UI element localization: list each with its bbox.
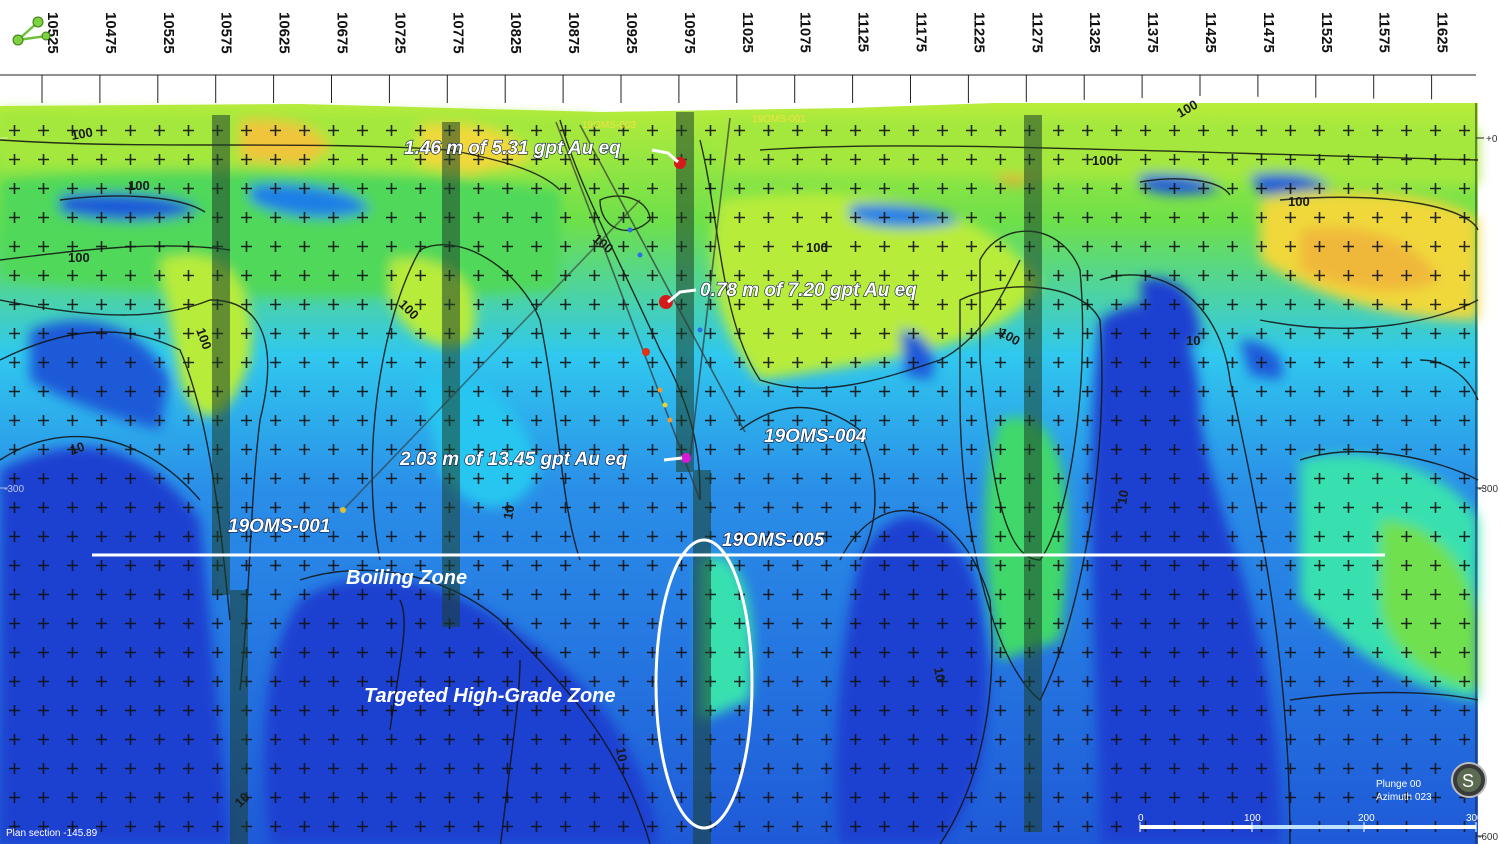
top-axis-tick-label: 10575 [218,12,235,54]
drillhole-label-19oms-001: 19OMS-001 [228,516,330,537]
app-logo-icon[interactable] [12,16,51,46]
scale-label-200: 200 [1358,813,1375,824]
top-axis-tick-label: 11025 [739,12,756,53]
drillhole-label-19oms-005: 19OMS-005 [722,530,825,551]
top-axis-tick-label: 11425 [1202,12,1219,53]
top-axis-tick-label: 10525 [160,12,177,54]
plunge-label: Plunge 00 [1376,779,1421,790]
azimuth-label: Azimuth 023 [1376,792,1432,803]
top-axis-tick-label: 11125 [855,12,872,52]
top-axis-tick-label: 10525 [44,12,61,54]
targeted-zone-ellipse [654,538,754,830]
contour-label: 10 [1186,333,1200,348]
top-axis-tick-label: 10775 [449,12,466,54]
contour-label: 10 [68,439,87,458]
right-axis-label-0: +0 [1486,134,1498,145]
contour-label: 10 [931,666,948,683]
top-axis-tick-label: 10475 [102,12,119,54]
scale-label-300: 300 [1466,813,1483,824]
collar-label: 19OMS-001 [752,114,806,125]
top-axis-tick-label: 11575 [1376,12,1393,53]
top-axis-tick-label: 11325 [1086,12,1103,53]
top-axis-tick-label: 11225 [970,12,987,53]
top-axis-tick-label: 10925 [623,12,640,54]
right-axis: +0 -300 -600 [1475,103,1498,844]
scale-bar: 0 100 200 300 [1138,813,1483,832]
top-axis-tick-label: 11475 [1260,12,1277,53]
top-axis-tick-label: 11275 [1028,12,1045,53]
contour-label: 10 [1114,489,1131,506]
top-axis-tick-label: 10875 [565,12,582,54]
contour-label: 100 [1092,153,1114,168]
drillhole-label-19oms-004: 19OMS-004 [764,426,867,447]
contour-label: 10 [613,746,630,763]
targeted-zone-label: Targeted High-Grade Zone [364,685,616,707]
scale-label-0: 0 [1138,813,1144,824]
compass-letter: S [1462,771,1474,791]
plan-section-label: Plan section -145.89 [6,828,98,839]
resistivity-contour-map [0,96,1500,844]
top-axis-tick-label: 11525 [1318,12,1335,53]
contour-label: 100 [128,178,150,193]
assay-annotation-1: 1.46 m of 5.31 gpt Au eq [404,138,621,159]
contour-label: 100 [68,250,90,265]
top-axis-tick-label: 10725 [391,12,408,54]
top-axis-tick-label: 11175 [913,12,930,52]
top-axis-tick-label: 10675 [334,12,351,54]
top-axis-tick-label: 10625 [276,12,293,54]
contour-label: 100 [70,124,94,143]
boiling-zone-label: Boiling Zone [346,567,467,589]
top-axis-tick-label: 10825 [507,12,524,54]
top-axis-tick-label: 11075 [797,12,814,53]
top-axis-tick-label: 11625 [1434,12,1451,53]
assay-annotation-3: 2.03 m of 13.45 gpt Au eq [399,449,628,470]
contour-label: 100 [193,326,215,352]
contour-label: 100 [806,240,828,255]
compass-icon[interactable]: S [1451,762,1487,798]
scale-label-100: 100 [1244,813,1261,824]
collar-label: 19OMS-003 [582,120,636,131]
top-axis-band [0,0,1500,103]
top-axis-ticks: 10525 10475 10525 10575 10625 10675 10725 10775… [41,12,1451,103]
top-axis-tick-label: 10975 [681,12,698,54]
contour-label: 10 [500,504,517,521]
left-axis-label: -300 [4,484,24,495]
contour-label: 100 [1288,194,1310,209]
assay-annotation-2: 0.78 m of 7.20 gpt Au eq [700,280,917,301]
top-axis-tick-label: 11375 [1144,12,1161,53]
right-axis-label-2: -600 [1478,832,1498,843]
right-axis-label-1: -300 [1478,484,1498,495]
